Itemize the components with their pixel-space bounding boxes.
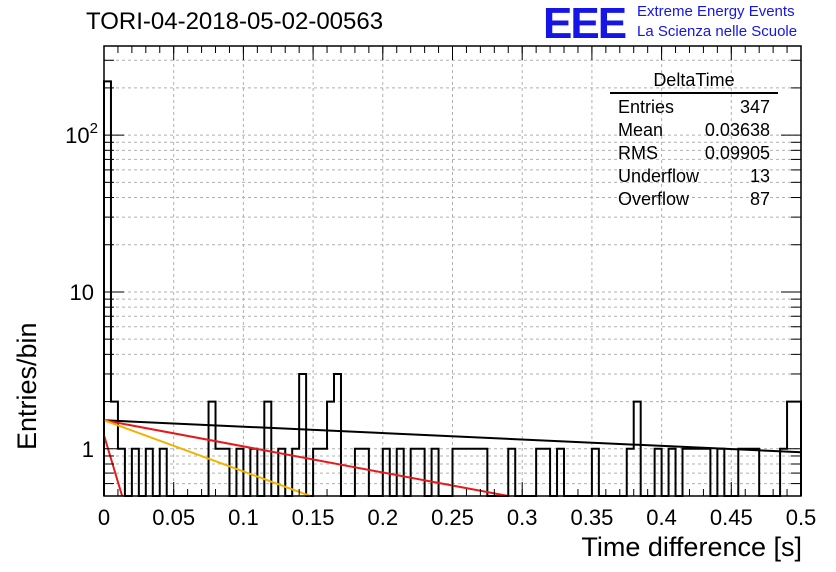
fit-curve [103,419,802,454]
stats-label: Overflow [618,189,690,209]
stats-label: Mean [618,120,664,140]
x-axis-label: Time difference [s] [581,532,802,562]
stats-title: DeltaTime [610,70,778,94]
chart-title: TORI-04-2018-05-02-00563 [86,8,384,35]
stats-row-underflow: Underflow 13 [610,165,778,188]
logo-subtitle-1: Extreme Energy Events [637,3,795,20]
stats-row-overflow: Overflow 87 [610,188,778,211]
stats-value: 87 [749,189,770,209]
x-tick-label: 0.25 [431,505,474,530]
x-tick-label: 0.05 [152,505,195,530]
fit-curve [103,419,509,497]
stats-value: 347 [739,97,770,117]
histogram-bin [299,374,306,496]
stats-row-rms: RMS 0.09905 [610,142,778,165]
x-tick-label: 0.4 [646,505,677,530]
y-tick-label: 10 [70,280,94,305]
eee-logo: EEE [543,0,627,48]
x-tick-label: 0.1 [228,505,259,530]
x-tick-label: 0 [98,505,110,530]
stats-row-mean: Mean 0.03638 [610,119,778,142]
y-tick-label: 1 [82,437,94,462]
x-tick-label: 0.45 [710,505,753,530]
stats-row-entries: Entries 347 [610,96,778,119]
stats-value: 0.09905 [704,143,770,163]
fit-curve [103,419,311,497]
x-tick-label: 0.35 [570,505,613,530]
logo-subtitle-2: La Scienza nelle Scuole [637,23,798,40]
stats-value: 0.03638 [704,120,770,140]
x-tick-label: 0.3 [507,505,538,530]
histogram-bin [334,374,341,496]
y-tick-label: 102 [65,120,98,148]
stats-value: 13 [749,166,770,186]
histogram-bin [104,81,111,496]
x-tick-label: 0.15 [292,505,335,530]
stats-box: DeltaTime Entries 347 Mean 0.03638 RMS 0… [610,70,778,211]
fit-curve [103,434,124,497]
x-tick-label: 0.2 [368,505,399,530]
stats-label: Entries [618,97,675,117]
stats-label: RMS [618,143,658,163]
stats-label: Underflow [618,166,700,186]
x-tick-label: 0.5 [786,505,817,530]
